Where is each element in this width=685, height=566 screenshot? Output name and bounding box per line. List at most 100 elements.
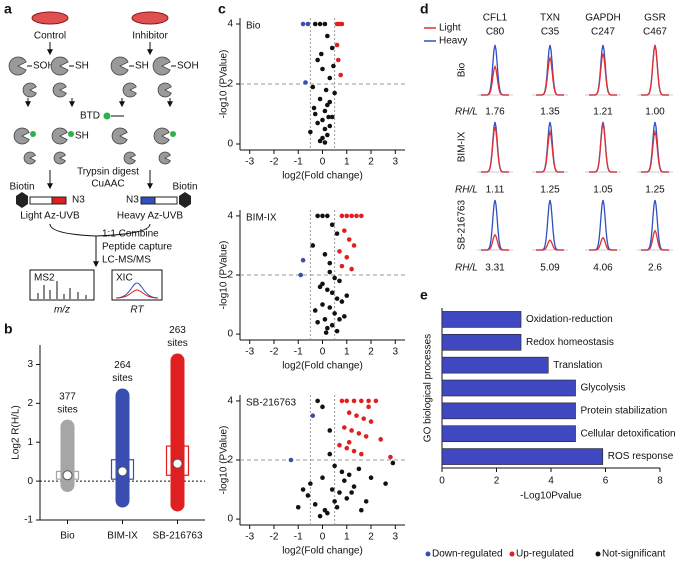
- point: [329, 45, 335, 51]
- legend-label: Down-regulated: [432, 549, 503, 560]
- y-axis-label: -log10 (PValue): [219, 50, 230, 119]
- x-tick-label: -3: [245, 157, 254, 168]
- point: [317, 138, 323, 144]
- spectrum-axis: RT: [130, 305, 144, 316]
- point: [332, 275, 337, 281]
- heavy-peak: [481, 44, 509, 96]
- point: [388, 454, 393, 460]
- probe-dot: [68, 131, 74, 137]
- y-tick-label: 3: [27, 359, 33, 370]
- point: [344, 398, 350, 404]
- point: [344, 213, 350, 219]
- x-axis-label: log2(Fold change): [282, 171, 363, 182]
- step-label: Trypsin digest: [77, 167, 139, 178]
- light-peak: [641, 229, 669, 251]
- point: [331, 63, 336, 69]
- condition-label: SB-216763: [457, 200, 468, 250]
- category-label: ROS response: [608, 451, 674, 462]
- point: [308, 129, 313, 135]
- heavy-peak: [641, 44, 669, 96]
- ratio-value: 1.05: [593, 185, 613, 196]
- protein-icon: [158, 151, 171, 165]
- y-tick-label: 2: [227, 270, 233, 281]
- point: [332, 463, 337, 469]
- x-tick-label: 1: [344, 157, 350, 168]
- count-unit: sites: [57, 404, 78, 415]
- point: [339, 469, 345, 475]
- point: [332, 90, 337, 96]
- condition-label: Inhibitor: [132, 31, 168, 42]
- heavy-peak: [536, 44, 564, 96]
- x-tick-label: 8: [657, 476, 663, 487]
- x-tick-label: SB-216763: [152, 531, 202, 542]
- ratio-value: 5.09: [540, 263, 560, 274]
- legend-label: Up-regulated: [516, 549, 574, 560]
- y-tick-label: 4: [227, 211, 233, 222]
- point: [346, 472, 352, 478]
- y-tick-label: 0: [227, 514, 233, 525]
- point: [373, 398, 379, 404]
- heavy-peak: [589, 199, 617, 251]
- y-tick-label: 4: [227, 19, 233, 30]
- protein-icon: [110, 56, 129, 76]
- point: [351, 243, 357, 248]
- point: [317, 21, 323, 27]
- point: [327, 269, 333, 275]
- probe-dot: [103, 112, 111, 120]
- x-tick-label: -3: [245, 347, 254, 358]
- count-label: 264: [114, 360, 131, 371]
- point: [344, 254, 350, 260]
- point: [344, 293, 350, 298]
- category-label: Glycolysis: [581, 383, 626, 394]
- point: [368, 419, 374, 424]
- x-tick-label: 3: [393, 347, 399, 358]
- protein-icon: [22, 82, 37, 98]
- protein-label: GSR: [644, 13, 666, 24]
- protein-icon: [152, 56, 171, 76]
- y-axis-label: Log2 R(H/L): [11, 405, 22, 459]
- point: [322, 140, 328, 145]
- point: [325, 287, 330, 293]
- point: [332, 499, 337, 504]
- point: [325, 510, 330, 516]
- panel-label: a: [4, 1, 12, 17]
- light-peak: [536, 129, 564, 173]
- point: [323, 330, 329, 335]
- point: [320, 404, 325, 410]
- group-label: SH: [75, 61, 89, 72]
- point: [342, 425, 347, 430]
- point: [342, 228, 347, 233]
- point: [320, 117, 325, 123]
- x-tick-label: 0: [439, 476, 445, 487]
- combine-step: LC-MS/MS: [102, 255, 151, 266]
- combine-step: Peptide capture: [102, 242, 172, 253]
- x-tick-label: 3: [393, 532, 399, 543]
- ratio-label: RH/L: [455, 107, 478, 118]
- x-tick-label: 2: [368, 347, 374, 358]
- ratio-value: 1.25: [540, 185, 560, 196]
- category-label: Protein stabilization: [581, 405, 668, 416]
- protein-icon: [111, 127, 128, 145]
- y-tick-label: 0: [227, 329, 233, 340]
- point: [315, 319, 320, 325]
- point: [315, 398, 320, 404]
- x-tick-label: -1: [294, 532, 303, 543]
- probe-label: BTD: [80, 111, 100, 122]
- point: [335, 57, 341, 63]
- count-label: 263: [169, 325, 186, 336]
- point: [354, 413, 359, 418]
- ratio-value: 1.35: [540, 107, 560, 118]
- x-tick-label: -2: [270, 347, 279, 358]
- point: [308, 481, 313, 486]
- bar: [441, 379, 576, 397]
- point: [327, 305, 333, 310]
- spectrum-box: [29, 269, 95, 301]
- point: [327, 123, 333, 129]
- reagent-label: Light Az-UVB: [20, 211, 80, 222]
- site-label: C35: [541, 27, 560, 38]
- point: [320, 281, 325, 287]
- point: [349, 428, 354, 433]
- light-peak: [481, 64, 509, 96]
- x-tick-label: 6: [603, 476, 609, 487]
- point: [390, 460, 396, 466]
